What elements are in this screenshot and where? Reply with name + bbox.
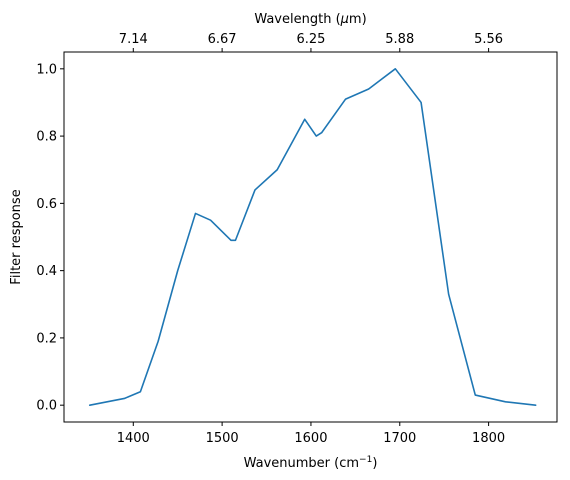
data-point: [230, 240, 232, 242]
y-tick-label: 0.6: [36, 197, 57, 212]
top-tick-label: 5.88: [385, 32, 414, 47]
data-point: [124, 398, 126, 400]
data-point: [140, 391, 142, 393]
top-tick-label: 6.25: [296, 32, 325, 47]
x-tick-label: 1800: [472, 431, 505, 446]
data-point: [395, 68, 397, 70]
x-tick-label: 1600: [294, 431, 327, 446]
x-axis-ticks: 1400 1500 1600 1700 1800: [117, 422, 505, 446]
top-axis-title: Wavelength (μm): [254, 12, 366, 27]
top-tick-label: 5.56: [474, 32, 503, 47]
x-tick-label: 1500: [206, 431, 239, 446]
data-point: [448, 293, 450, 295]
x-tick-label: 1400: [117, 431, 150, 446]
data-point: [254, 189, 256, 191]
data-point: [276, 169, 278, 171]
y-axis-title: Filter response: [9, 189, 24, 284]
x-axis-title: Wavenumber (cm−1): [244, 455, 378, 471]
data-point: [195, 213, 197, 215]
series-line-0: [88, 68, 537, 406]
data-point: [345, 98, 347, 100]
data-point: [157, 340, 159, 342]
data-point: [235, 240, 237, 242]
data-point: [321, 132, 323, 134]
data-point: [304, 118, 306, 120]
plot-area: [88, 68, 537, 406]
data-point: [474, 394, 476, 396]
data-point: [210, 219, 212, 221]
top-axis-ticks: 7.14 6.67 6.25 5.88 5.56: [119, 32, 503, 52]
y-axis-ticks: 0.0 0.2 0.4 0.6 0.8 1.0: [36, 62, 64, 414]
top-tick-label: 6.67: [208, 32, 237, 47]
data-point: [535, 404, 537, 406]
data-point: [368, 88, 370, 90]
y-tick-label: 0.4: [36, 264, 57, 279]
data-point: [420, 102, 422, 104]
y-tick-label: 0.2: [36, 331, 57, 346]
data-point: [177, 270, 179, 272]
data-point: [89, 404, 91, 406]
data-point: [315, 135, 317, 137]
y-tick-label: 0.0: [36, 399, 57, 414]
plot-frame: [63, 51, 558, 423]
y-tick-label: 0.8: [36, 130, 57, 145]
top-tick-label: 7.14: [119, 32, 148, 47]
data-point: [505, 401, 507, 403]
x-tick-label: 1700: [383, 431, 416, 446]
y-tick-label: 1.0: [36, 62, 57, 77]
